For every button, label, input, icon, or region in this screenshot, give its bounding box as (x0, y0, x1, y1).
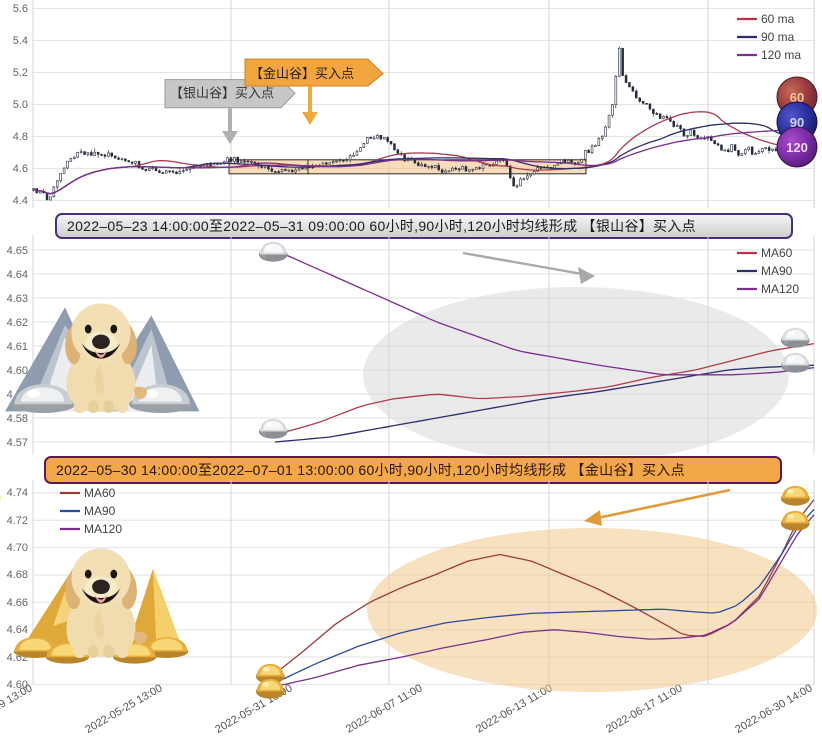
svg-text:【银山谷】买入点: 【银山谷】买入点 (170, 86, 274, 101)
svg-text:4.4: 4.4 (13, 195, 28, 207)
svg-text:4.60: 4.60 (7, 365, 28, 377)
svg-text:60 ma: 60 ma (761, 12, 795, 26)
svg-text:2022-06-07 11:00: 2022-06-07 11:00 (344, 682, 425, 735)
svg-text:4.66: 4.66 (7, 597, 28, 609)
svg-text:5.2: 5.2 (13, 67, 28, 79)
svg-text:2022-05-25 13:00: 2022-05-25 13:00 (83, 682, 164, 736)
svg-text:4.57: 4.57 (7, 437, 28, 449)
svg-text:4.62: 4.62 (7, 317, 28, 329)
svg-text:4.61: 4.61 (7, 341, 28, 353)
svg-text:5.4: 5.4 (13, 35, 28, 47)
svg-text:5.6: 5.6 (13, 3, 28, 15)
svg-text:2022-06-13 11:00: 2022-06-13 11:00 (474, 682, 555, 735)
svg-text:2022-05-19 13:00: 2022-05-19 13:00 (0, 682, 35, 736)
svg-text:MA60: MA60 (761, 246, 793, 260)
svg-text:90 ma: 90 ma (761, 30, 795, 44)
svg-text:2022-06-30 14:00: 2022-06-30 14:00 (733, 682, 814, 736)
svg-text:120 ma: 120 ma (761, 48, 801, 62)
svg-text:4.6: 4.6 (13, 163, 28, 175)
svg-text:4.58: 4.58 (7, 413, 28, 425)
svg-text:4.64: 4.64 (7, 624, 28, 636)
svg-text:MA90: MA90 (761, 264, 793, 278)
svg-text:4.8: 4.8 (13, 131, 28, 143)
svg-text:4.65: 4.65 (7, 245, 28, 257)
svg-text:5.0: 5.0 (13, 99, 28, 111)
svg-text:4.72: 4.72 (7, 515, 28, 527)
svg-text:【金山谷】买入点: 【金山谷】买入点 (250, 66, 354, 81)
svg-text:4.63: 4.63 (7, 293, 28, 305)
svg-text:120: 120 (786, 140, 808, 155)
svg-text:4.70: 4.70 (7, 542, 28, 554)
svg-text:4.64: 4.64 (7, 269, 28, 281)
svg-text:MA90: MA90 (84, 504, 116, 518)
svg-text:4.68: 4.68 (7, 569, 28, 581)
svg-text:MA120: MA120 (761, 282, 799, 296)
svg-text:MA60: MA60 (84, 486, 116, 500)
svg-text:MA120: MA120 (84, 522, 122, 536)
svg-text:4.74: 4.74 (7, 487, 28, 499)
